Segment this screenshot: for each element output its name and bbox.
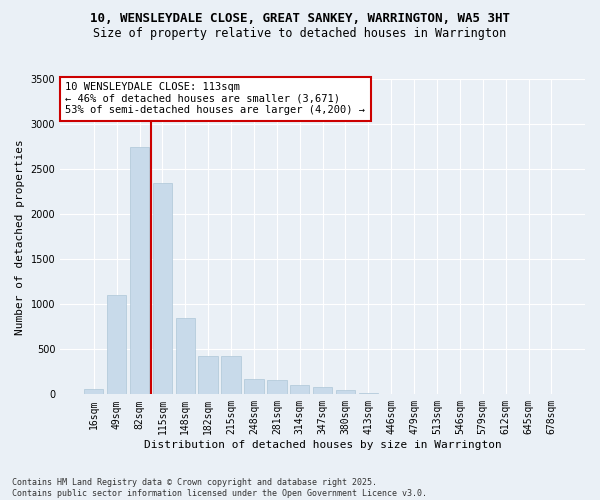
Bar [130, 146, 149, 394]
Bar [359, 392, 378, 394]
Bar [267, 380, 287, 394]
Y-axis label: Number of detached properties: Number of detached properties [15, 139, 25, 334]
Bar [313, 387, 332, 394]
Bar [107, 295, 127, 394]
Text: Size of property relative to detached houses in Warrington: Size of property relative to detached ho… [94, 28, 506, 40]
Text: 10, WENSLEYDALE CLOSE, GREAT SANKEY, WARRINGTON, WA5 3HT: 10, WENSLEYDALE CLOSE, GREAT SANKEY, WAR… [90, 12, 510, 26]
Bar [336, 390, 355, 394]
X-axis label: Distribution of detached houses by size in Warrington: Distribution of detached houses by size … [144, 440, 502, 450]
Text: Contains HM Land Registry data © Crown copyright and database right 2025.
Contai: Contains HM Land Registry data © Crown c… [12, 478, 427, 498]
Bar [221, 356, 241, 395]
Bar [290, 386, 310, 394]
Bar [84, 389, 103, 394]
Bar [244, 378, 263, 394]
Bar [199, 356, 218, 395]
Bar [152, 182, 172, 394]
Text: 10 WENSLEYDALE CLOSE: 113sqm
← 46% of detached houses are smaller (3,671)
53% of: 10 WENSLEYDALE CLOSE: 113sqm ← 46% of de… [65, 82, 365, 116]
Bar [176, 318, 195, 394]
